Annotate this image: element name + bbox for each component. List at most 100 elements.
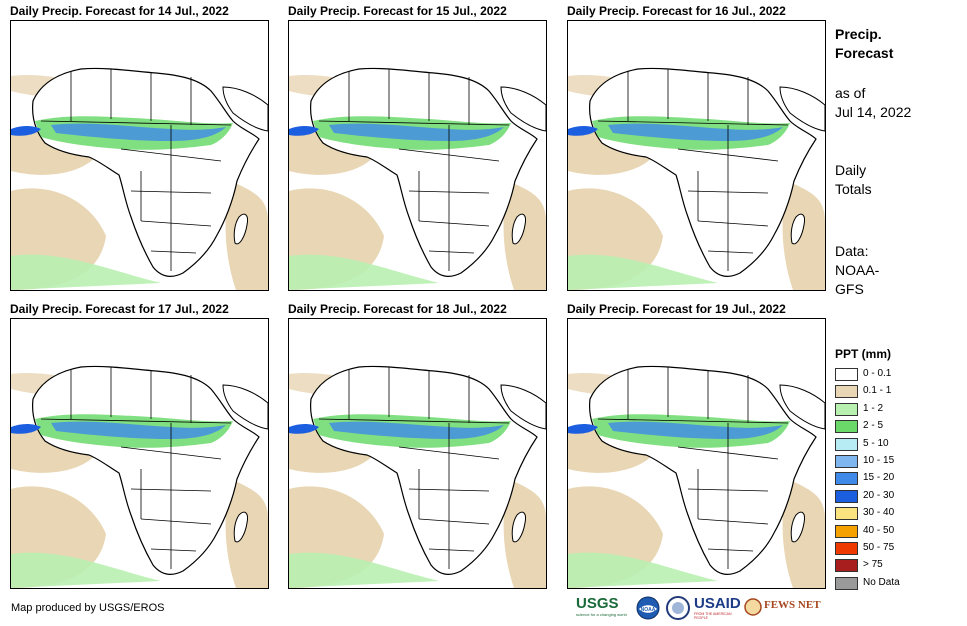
panel-title: Daily Precip. Forecast for 19 Jul., 2022 [567,302,786,316]
rain-belt-core [608,123,783,141]
rain-coast-heavy [568,424,598,434]
credit-text: Map produced by USGS/EROS [11,602,165,614]
sidebar-totals: Daily Totals [835,161,872,199]
legend-swatch [835,402,858,416]
rain-belt-core [329,421,504,439]
legend-swatch [835,559,858,573]
sidebar-asof: as of Jul 14, 2022 [835,84,911,122]
madagascar-outline [511,213,526,245]
sidebar-data-source: Data: NOAA- GFS [835,242,879,299]
drizzle-area-north-atlantic [11,427,101,473]
precip-map [10,318,269,589]
rain-coast-heavy [568,126,598,136]
panel-title: Daily Precip. Forecast for 18 Jul., 2022 [288,302,507,316]
legend-swatch [835,524,858,538]
legend-label: 40 - 50 [863,524,895,536]
arabia-outline [222,86,268,132]
dhs-seal-icon [666,596,692,620]
legend-swatch [835,541,858,555]
legend-swatch [835,576,858,590]
drizzle-band-south [11,552,161,588]
rain-coast-heavy [289,424,319,434]
madagascar-outline [233,213,248,245]
noaa-logo: NOAA [636,596,662,620]
panel-title: Daily Precip. Forecast for 16 Jul., 2022 [567,4,786,18]
drizzle-area-north-atlantic [289,129,379,175]
legend-label: > 75 [863,559,883,571]
noaa-text: NOAA [641,607,656,613]
drizzle-band-south [11,254,161,290]
usaid-wordmark: USAID [694,595,741,612]
precip-map [288,318,547,589]
arabia-outline [222,384,268,430]
usgs-tagline: science for a changing world [576,612,627,617]
legend-swatch [835,454,858,468]
precip-map [288,20,547,291]
rain-coast-heavy [11,424,41,434]
legend-label: 0.1 - 1 [863,385,892,397]
panel-title: Daily Precip. Forecast for 15 Jul., 2022 [288,4,507,18]
sidebar-heading: Precip. Forecast [835,25,893,63]
panel-title: Daily Precip. Forecast for 17 Jul., 2022 [10,302,229,316]
drizzle-area-indian-ocean [225,181,268,290]
drizzle-band-south [568,552,718,588]
drizzle-area-north-atlantic [289,427,379,473]
drizzle-area-north-atlantic [568,129,658,175]
rain-belt-core [329,123,504,141]
arabia-outline [779,86,825,132]
drizzle-area-indian-ocean [503,181,546,290]
drizzle-band-south [568,254,718,290]
country-borders [318,69,510,271]
madagascar-outline [511,511,526,543]
madagascar-outline [790,511,805,543]
heading-line1: Precip. [835,26,882,42]
legend-label: 50 - 75 [863,541,895,553]
legend-swatch [835,437,858,451]
drizzle-area-north-atlantic [568,427,658,473]
madagascar-outline [790,213,805,245]
fews-wordmark: FEWS NET [764,599,821,611]
legend-swatch [835,507,858,521]
legend-swatch [835,472,858,486]
country-borders [40,69,232,271]
arabia-outline [500,384,546,430]
asof-line2: Jul 14, 2022 [835,104,912,120]
rain-belt-core [51,123,226,141]
drizzle-band-south [289,254,439,290]
legend-title: PPT (mm) [835,347,892,361]
precip-map [567,20,826,291]
data-line3: GFS [835,281,864,297]
drizzle-area-indian-ocean [503,479,546,588]
usgs-logo: USGS science for a changing world [576,596,634,620]
legend-label: 2 - 5 [863,420,884,432]
usgs-wordmark: USGS [576,595,619,612]
usaid-logo: USAID FROM THE AMERICAN PEOPLE [694,595,742,621]
legend-label: 20 - 30 [863,489,895,501]
rain-belt-core [51,421,226,439]
drizzle-area-indian-ocean [782,181,825,290]
panel-title: Daily Precip. Forecast for 14 Jul., 2022 [10,4,229,18]
drizzle-area-north-atlantic [11,129,101,175]
fews-net-logo: FEWS NET [744,596,824,620]
legend-swatch [835,489,858,503]
legend-label: No Data [863,576,900,588]
rain-belt-core [608,421,783,439]
arabia-outline [779,384,825,430]
legend-label: 5 - 10 [863,437,889,449]
legend-label: 15 - 20 [863,472,895,484]
totals-line2: Totals [835,181,872,197]
usaid-tagline: FROM THE AMERICAN PEOPLE [694,612,732,620]
asof-line1: as of [835,85,866,101]
totals-line1: Daily [835,162,867,178]
legend-label: 0 - 0.1 [863,368,892,379]
legend-label: 30 - 40 [863,507,895,519]
data-line1: Data: [835,243,869,259]
drizzle-band-south [289,552,439,588]
rain-coast-heavy [11,126,41,136]
legend-swatch [835,420,858,434]
heading-line2: Forecast [835,45,894,61]
precip-map [567,318,826,589]
country-borders [597,69,789,271]
country-borders [318,367,510,569]
data-line2: NOAA- [835,262,880,278]
